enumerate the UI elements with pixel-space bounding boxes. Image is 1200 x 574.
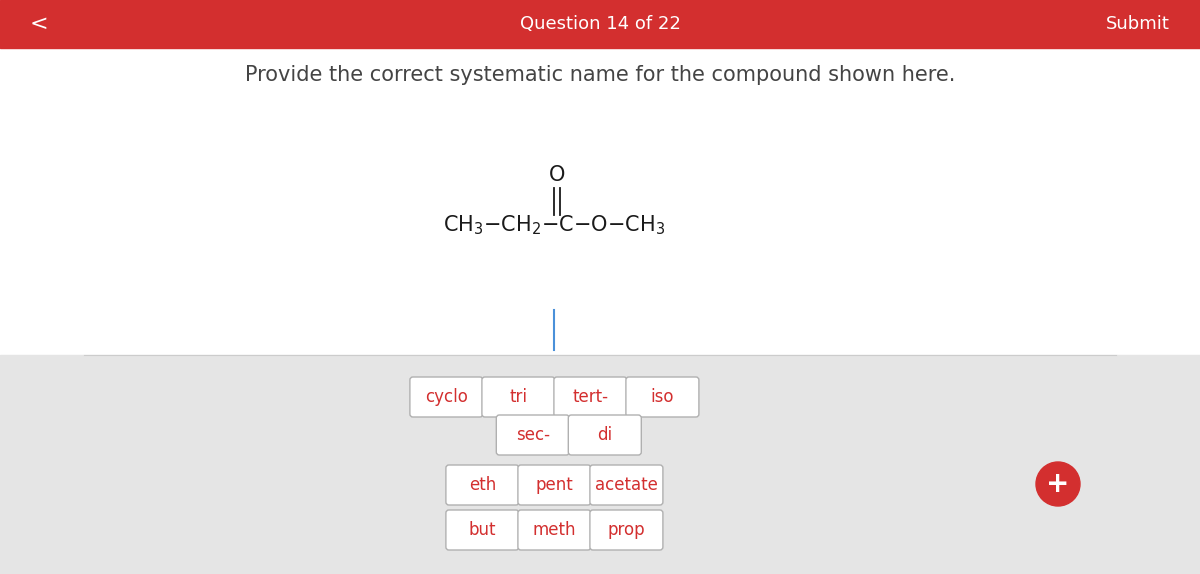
Bar xyxy=(0,355,1200,574)
FancyBboxPatch shape xyxy=(554,377,626,417)
Text: Provide the correct systematic name for the compound shown here.: Provide the correct systematic name for … xyxy=(245,65,955,85)
Text: prop: prop xyxy=(607,521,646,539)
Bar xyxy=(0,0,1200,48)
Text: Submit: Submit xyxy=(1106,15,1170,33)
Text: pent: pent xyxy=(535,476,574,494)
FancyBboxPatch shape xyxy=(518,510,590,550)
FancyBboxPatch shape xyxy=(590,465,662,505)
Text: di: di xyxy=(598,426,612,444)
Text: <: < xyxy=(30,14,49,34)
FancyBboxPatch shape xyxy=(482,377,554,417)
Text: +: + xyxy=(1046,470,1069,498)
Text: iso: iso xyxy=(650,388,674,406)
FancyBboxPatch shape xyxy=(410,377,482,417)
Text: O: O xyxy=(550,165,565,185)
FancyBboxPatch shape xyxy=(626,377,698,417)
Text: acetate: acetate xyxy=(595,476,658,494)
Text: meth: meth xyxy=(533,521,576,539)
FancyBboxPatch shape xyxy=(518,465,590,505)
Text: sec-: sec- xyxy=(516,426,550,444)
Circle shape xyxy=(1036,462,1080,506)
Text: but: but xyxy=(469,521,496,539)
FancyBboxPatch shape xyxy=(590,510,662,550)
FancyBboxPatch shape xyxy=(446,465,518,505)
Text: cyclo: cyclo xyxy=(425,388,468,406)
Text: Question 14 of 22: Question 14 of 22 xyxy=(520,15,680,33)
Text: eth: eth xyxy=(469,476,496,494)
FancyBboxPatch shape xyxy=(446,510,518,550)
FancyBboxPatch shape xyxy=(497,415,569,455)
FancyBboxPatch shape xyxy=(569,415,641,455)
Text: tri: tri xyxy=(509,388,528,406)
Text: tert-: tert- xyxy=(572,388,608,406)
Text: $\mathregular{CH_3{-}CH_2{-}C{-}O{-}CH_3}$: $\mathregular{CH_3{-}CH_2{-}C{-}O{-}CH_3… xyxy=(443,213,666,237)
